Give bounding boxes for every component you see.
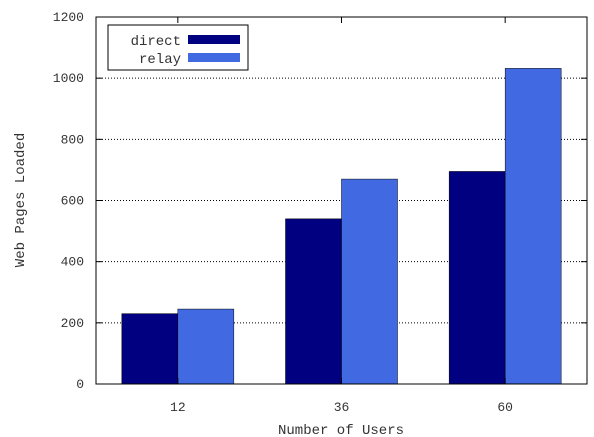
x-tick-label: 12 <box>170 400 186 415</box>
bar-direct-12 <box>121 313 179 385</box>
y-tick-label: 0 <box>76 377 84 392</box>
y-tick-label: 1200 <box>53 10 84 25</box>
y-tick-label: 600 <box>61 194 84 209</box>
bar-relay-60 <box>504 68 562 385</box>
x-tick-label: 36 <box>334 400 350 415</box>
x-axis-label: Number of Users <box>278 423 404 437</box>
x-tick-label: 60 <box>497 400 513 415</box>
y-tick-label: 400 <box>61 255 84 270</box>
legend-label-direct: direct <box>131 34 181 50</box>
legend-swatch-direct <box>188 35 240 44</box>
y-axis-label: Web Pages Loaded <box>13 133 29 267</box>
legend: direct relay <box>107 24 249 71</box>
legend-label-relay: relay <box>139 52 181 68</box>
legend-swatch-relay <box>188 53 240 62</box>
legend-box <box>107 24 249 71</box>
y-tick-label: 800 <box>61 132 84 147</box>
x-axis: 12 36 60 <box>170 17 513 415</box>
bar-relay-12 <box>177 308 235 385</box>
bar-relay-36 <box>341 178 398 385</box>
bar-direct-36 <box>285 218 342 385</box>
bars <box>121 68 562 385</box>
y-tick-label: 1000 <box>53 71 84 86</box>
bar-direct-60 <box>448 171 506 385</box>
y-tick-label: 200 <box>61 316 84 331</box>
y-axis: 0 200 400 600 800 1000 1200 <box>53 10 587 392</box>
